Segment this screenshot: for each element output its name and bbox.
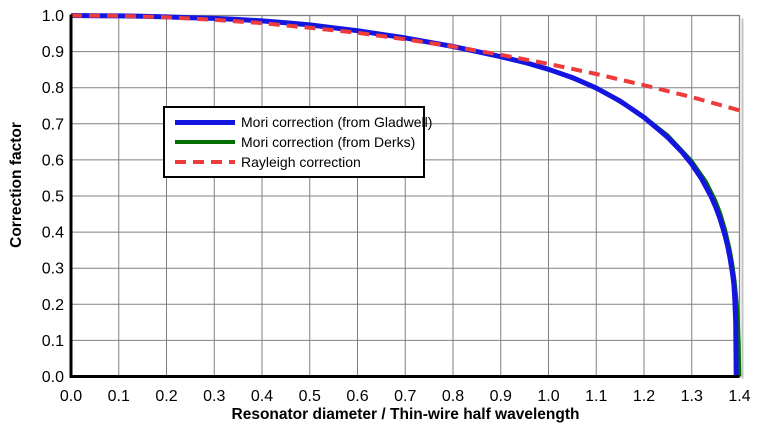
x-tick-label: 1.2 xyxy=(633,388,655,405)
x-tick-label: 0.2 xyxy=(155,388,177,405)
x-tick-label: 0.0 xyxy=(60,388,82,405)
legend-item-mori-gladwell: Mori correction (from Gladwell) xyxy=(175,114,432,130)
x-tick-label: 0.9 xyxy=(490,388,512,405)
green-line-swatch xyxy=(175,140,235,144)
y-tick-label: 1.0 xyxy=(42,8,64,25)
series-line-mori-gladwell xyxy=(70,13,739,377)
x-tick-label: 0.8 xyxy=(442,388,464,405)
y-tick-label: 0.9 xyxy=(42,44,64,61)
x-tick-label: 1.3 xyxy=(681,388,703,405)
y-tick-label: 0.2 xyxy=(42,297,64,314)
blue-line-swatch xyxy=(175,119,235,125)
y-tick-label: 0.1 xyxy=(42,333,64,350)
x-axis-title: Resonator diameter / Thin-wire half wave… xyxy=(231,406,580,423)
x-tick-label: 0.4 xyxy=(251,388,273,405)
red-dashed-line-swatch xyxy=(175,160,235,164)
legend-label-rayleigh: Rayleigh correction xyxy=(241,154,361,170)
legend-item-mori-derks: Mori correction (from Derks) xyxy=(175,134,423,150)
y-tick-label: 0.6 xyxy=(42,152,64,169)
y-tick-label: 0.7 xyxy=(42,116,64,133)
legend-label-mori-gladwell: Mori correction (from Gladwell) xyxy=(241,114,433,130)
legend-item-rayleigh: Rayleigh correction xyxy=(175,154,423,170)
x-tick-label: 1.0 xyxy=(537,388,559,405)
y-tick-label: 0.5 xyxy=(42,189,64,206)
x-tick-label: 1.4 xyxy=(728,388,750,405)
x-tick-label: 0.6 xyxy=(346,388,368,405)
x-tick-label: 1.1 xyxy=(585,388,607,405)
y-axis-title-text: Correction factor xyxy=(8,122,25,248)
y-axis-title: Correction factor xyxy=(0,85,34,285)
y-tick-label: 0.0 xyxy=(42,369,64,386)
legend: Mori correction (from Gladwell) Mori cor… xyxy=(163,106,432,178)
x-tick-label: 0.7 xyxy=(394,388,416,405)
x-tick-label: 0.5 xyxy=(299,388,321,405)
legend-label-mori-derks: Mori correction (from Derks) xyxy=(241,134,416,150)
y-tick-label: 0.8 xyxy=(42,80,64,97)
y-tick-label: 0.4 xyxy=(42,225,64,242)
series-line-rayleigh xyxy=(70,13,741,113)
x-tick-label: 0.1 xyxy=(108,388,130,405)
y-tick-label: 0.3 xyxy=(42,261,64,278)
x-tick-label: 0.3 xyxy=(203,388,225,405)
